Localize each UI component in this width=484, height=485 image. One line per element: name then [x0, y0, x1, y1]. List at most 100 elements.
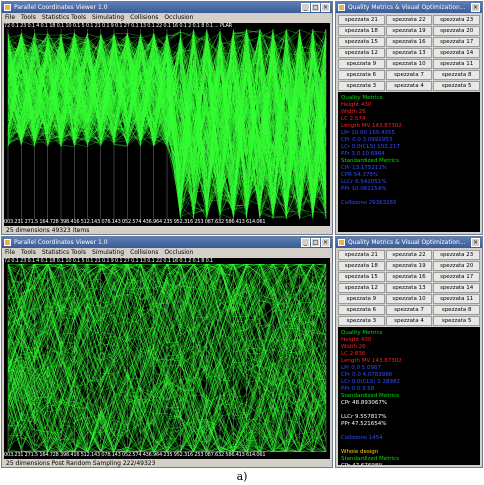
spezzata-button[interactable]: spezzata 20 [433, 26, 480, 36]
metric-line: CPR 54.375% [341, 172, 379, 178]
metrics-panel: Quality Metrics Height 430 Width 26 LC 2.83… [338, 327, 480, 465]
close-button[interactable]: × [471, 3, 480, 12]
menu-occlusion[interactable]: Occlusion [164, 14, 194, 21]
spezzata-button[interactable]: spezzata 17 [433, 37, 480, 47]
spezzata-button[interactable]: spezzata 10 [385, 59, 433, 69]
spezzata-button[interactable]: spezzata 18 [338, 26, 385, 36]
menu-statistics-tools[interactable]: Statistics Tools [41, 14, 86, 21]
metric-line: Collisions 29363265 [341, 200, 397, 206]
spezzata-button[interactable]: spezzata 16 [385, 272, 433, 282]
spezzata-button[interactable]: spezzata 3 [338, 316, 385, 326]
spezzata-button[interactable]: spezzata 6 [338, 70, 385, 80]
spezzata-button[interactable]: spezzata 9 [338, 294, 385, 304]
spezzata-button[interactable]: spezzata 7 [385, 305, 433, 315]
spezzata-button[interactable]: spezzata 11 [433, 59, 480, 69]
status-bar: 25 dimensions Post Random Sampling 222/4… [2, 460, 332, 467]
metric-line: Height 430 [341, 337, 372, 343]
spezzata-button[interactable]: spezzata 14 [433, 48, 480, 58]
plot-canvas [7, 29, 327, 219]
window-title: Parallel Coordinates Viewer 1.0 [14, 4, 108, 11]
spezzata-button[interactable]: spezzata 19 [385, 26, 433, 36]
metric-line: LC 2.836 [341, 351, 366, 357]
top-main-window: Parallel Coordinates Viewer 1.0 _ □ × Fi… [1, 1, 333, 235]
spezzata-button[interactable]: spezzata 23 [433, 250, 480, 260]
metric-line: LCr 0.0(CLS) 103.217 [341, 144, 400, 150]
window-title: Quality Metrics & Visual Optimization... [348, 4, 466, 11]
metric-line: LPr 0.0 5.0987 [341, 365, 382, 371]
title-bar[interactable]: Parallel Coordinates Viewer 1.0 _ □ × [2, 2, 332, 13]
metric-line: Standardized Metrics [341, 456, 400, 462]
metric-line: CPr 47.67698% [341, 463, 477, 465]
spezzata-button[interactable]: spezzata 23 [433, 15, 480, 25]
metric-line: Quality Metrics [341, 95, 383, 101]
spezzata-button[interactable]: spezzata 10 [385, 294, 433, 304]
spezzata-button[interactable]: spezzata 21 [338, 15, 385, 25]
spezzata-button[interactable]: spezzata 8 [433, 305, 480, 315]
menu-file[interactable]: File [5, 249, 16, 256]
spezzata-button[interactable]: spezzata 5 [433, 316, 480, 326]
spezzata-button[interactable]: spezzata 12 [338, 48, 385, 58]
menu-collisions[interactable]: Collisions [130, 249, 159, 256]
spezzata-button[interactable]: spezzata 13 [385, 283, 433, 293]
spezzata-button[interactable]: spezzata 16 [385, 37, 433, 47]
app-icon [4, 4, 11, 11]
spezzata-button[interactable]: spezzata 20 [433, 261, 480, 271]
title-bar[interactable]: Quality Metrics & Visual Optimization...… [336, 237, 482, 248]
minimize-button[interactable]: _ [301, 3, 310, 12]
metric-line: PPr 0.0 3.58 [341, 386, 375, 392]
axis-bottom-labels: 003.231 271.5 164.728 398.416 512.143 07… [4, 219, 266, 225]
menu-tools[interactable]: Tools [21, 249, 36, 256]
spezzata-button[interactable]: spezzata 3 [338, 81, 385, 91]
spezzata-button[interactable]: spezzata 15 [338, 272, 385, 282]
title-bar[interactable]: Quality Metrics & Visual Optimization...… [336, 2, 482, 13]
metric-line [341, 442, 477, 449]
spezzata-button[interactable]: spezzata 18 [338, 261, 385, 271]
spezzata-button[interactable]: spezzata 14 [433, 283, 480, 293]
spezzata-button[interactable]: spezzata 8 [433, 70, 480, 80]
spezzata-button[interactable]: spezzata 22 [385, 250, 433, 260]
spezzata-button[interactable]: spezzata 21 [338, 250, 385, 260]
spezzata-button[interactable]: spezzata 5 [433, 81, 480, 91]
close-button[interactable]: × [321, 3, 330, 12]
metric-line: PPr 3.0 10.6984 [341, 151, 385, 157]
maximize-button[interactable]: □ [311, 238, 320, 247]
menu-tools[interactable]: Tools [21, 14, 36, 21]
bottom-quality-window: Quality Metrics & Visual Optimization...… [335, 236, 483, 468]
minimize-button[interactable]: _ [301, 238, 310, 247]
spezzata-button[interactable]: spezzata 9 [338, 59, 385, 69]
spezzata-button[interactable]: spezzata 19 [385, 261, 433, 271]
status-bar: 25 dimensions 49323 items [2, 227, 332, 234]
spezzata-button[interactable]: spezzata 6 [338, 305, 385, 315]
spezzata-button[interactable]: spezzata 17 [433, 272, 480, 282]
spezzata-button[interactable]: spezzata 15 [338, 37, 385, 47]
menu-collisions[interactable]: Collisions [130, 14, 159, 21]
metric-line: Standardized Metrics [341, 158, 400, 164]
axis-bottom-labels: 003.231 271.5 164.728 398.416 512.143 07… [4, 452, 266, 458]
metrics-panel: Quality Metrics Height 430 Width 26 LC 2.57… [338, 92, 480, 232]
spezzata-button[interactable]: spezzata 7 [385, 70, 433, 80]
spezzata-button[interactable]: spezzata 22 [385, 15, 433, 25]
parallel-coordinates-plot[interactable]: 72 0.1 23 0.1 4 0.1 18 0.1 10 0.1 5 0.1 … [4, 23, 330, 226]
metric-line: LCr 0.0(CLS) 3.28982 [341, 379, 400, 385]
menu-simulating[interactable]: Simulating [91, 249, 125, 256]
title-bar[interactable]: Parallel Coordinates Viewer 1.0 _ □ × [2, 237, 332, 248]
metric-line: CPr 0.0 3.0992953 [341, 137, 393, 143]
menu-occlusion[interactable]: Occlusion [164, 249, 194, 256]
close-button[interactable]: × [321, 238, 330, 247]
maximize-button[interactable]: □ [311, 3, 320, 12]
metric-line: LPr 10.00 169.4355 [341, 130, 396, 136]
spezzata-button[interactable]: spezzata 12 [338, 283, 385, 293]
spezzata-button[interactable]: spezzata 4 [385, 316, 433, 326]
top-quality-window: Quality Metrics & Visual Optimization...… [335, 1, 483, 235]
menu-simulating[interactable]: Simulating [91, 14, 125, 21]
parallel-coordinates-plot[interactable]: 72 0.1 23 0.1 4 0.1 18 0.1 10 0.1 5 0.1 … [4, 258, 330, 459]
metric-line: CPr 0.0 4.0783986 [341, 372, 393, 378]
spezzata-button[interactable]: spezzata 13 [385, 48, 433, 58]
menu-statistics-tools[interactable]: Statistics Tools [41, 249, 86, 256]
menu-file[interactable]: File [5, 14, 16, 21]
metric-line: LLCr 9.557817% [341, 414, 387, 420]
plot-canvas [7, 264, 327, 452]
spezzata-button[interactable]: spezzata 11 [433, 294, 480, 304]
close-button[interactable]: × [471, 238, 480, 247]
spezzata-button[interactable]: spezzata 4 [385, 81, 433, 91]
